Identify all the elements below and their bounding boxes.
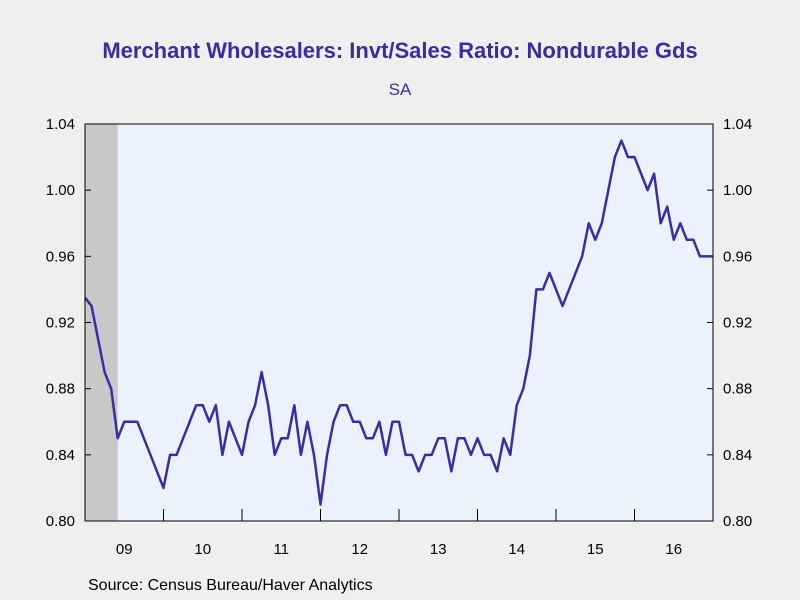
x-tick-label: 09	[116, 541, 133, 558]
source-note: Source: Census Bureau/Haver Analytics	[88, 577, 373, 594]
y-tick-label-left: 0.84	[46, 447, 75, 464]
y-tick-label-left: 0.88	[46, 381, 75, 398]
y-tick-label-right: 0.96	[723, 248, 752, 265]
y-tick-label-left: 0.92	[46, 315, 75, 332]
y-tick-label-right: 0.92	[723, 315, 752, 332]
x-tick-label: 13	[430, 541, 447, 558]
x-tick-label: 11	[273, 541, 289, 558]
y-tick-label-left: 1.04	[46, 116, 75, 133]
x-tick-label: 14	[508, 541, 525, 558]
y-tick-label-right: 0.84	[723, 447, 752, 464]
plot-frame	[84, 123, 714, 522]
series-line	[84, 139, 713, 506]
y-tick-label-left: 1.00	[46, 182, 75, 199]
y-tick-label-right: 0.80	[723, 513, 752, 530]
x-tick-label: 12	[351, 541, 368, 558]
y-tick-label-left: 0.80	[46, 513, 75, 530]
x-tick-label: 15	[587, 541, 604, 558]
y-tick-label-right: 1.04	[723, 116, 752, 133]
y-axis-left-labels: 0.80 0.84 0.88 0.92 0.96 1.00 1.04	[46, 116, 75, 530]
y-axis-right-labels: 0.80 0.84 0.88 0.92 0.96 1.00 1.04	[723, 116, 752, 530]
x-tick-label: 10	[194, 541, 211, 558]
x-axis-labels: 09 10 11 12 13 14 15 16	[116, 541, 682, 558]
chart-subtitle: SA	[388, 80, 412, 99]
y-tick-label-right: 0.88	[723, 381, 752, 398]
y-tick-label-left: 0.96	[46, 248, 75, 265]
plot-area	[84, 123, 714, 522]
y-tick-label-right: 1.00	[723, 182, 752, 199]
x-tick-label: 16	[665, 541, 682, 558]
chart-title: Merchant Wholesalers: Invt/Sales Ratio: …	[102, 38, 698, 63]
